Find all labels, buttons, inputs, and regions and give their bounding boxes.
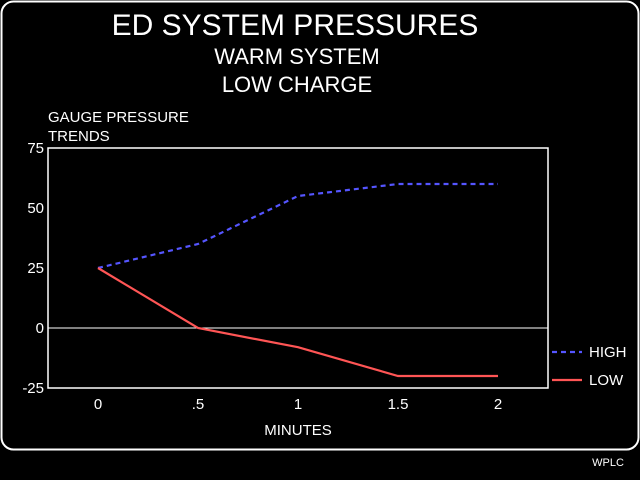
- legend-label-low: LOW: [589, 372, 624, 389]
- y-tick-label: 75: [27, 140, 44, 157]
- x-tick-label: 2: [494, 396, 502, 413]
- x-tick-label: .5: [192, 396, 205, 413]
- chart-title: ED SYSTEM PRESSURES: [112, 9, 479, 42]
- chart-subtitle-1: WARM SYSTEM: [214, 44, 379, 69]
- credit-label: WPLC: [592, 457, 624, 469]
- series-line-high: [97, 182, 498, 270]
- legend-label-high: HIGH: [589, 344, 627, 361]
- y-tick-label: 0: [36, 320, 44, 337]
- y-tick-label: 25: [27, 260, 44, 277]
- x-tick-label: 0: [94, 396, 102, 413]
- y-axis-label-line-2: TRENDS: [48, 128, 110, 145]
- chart-subtitle-2: LOW CHARGE: [222, 72, 372, 97]
- x-tick-label: 1: [294, 396, 302, 413]
- y-tick-label: -25: [22, 380, 44, 397]
- x-axis-label: MINUTES: [264, 422, 332, 439]
- x-tick-label: 1.5: [388, 396, 409, 413]
- plot-area: [47, 147, 549, 389]
- outer-frame: [0, 0, 640, 451]
- y-tick-label: 50: [27, 200, 44, 217]
- y-axis-label-line-1: GAUGE PRESSURE: [48, 109, 189, 126]
- series-line-low: [97, 267, 498, 378]
